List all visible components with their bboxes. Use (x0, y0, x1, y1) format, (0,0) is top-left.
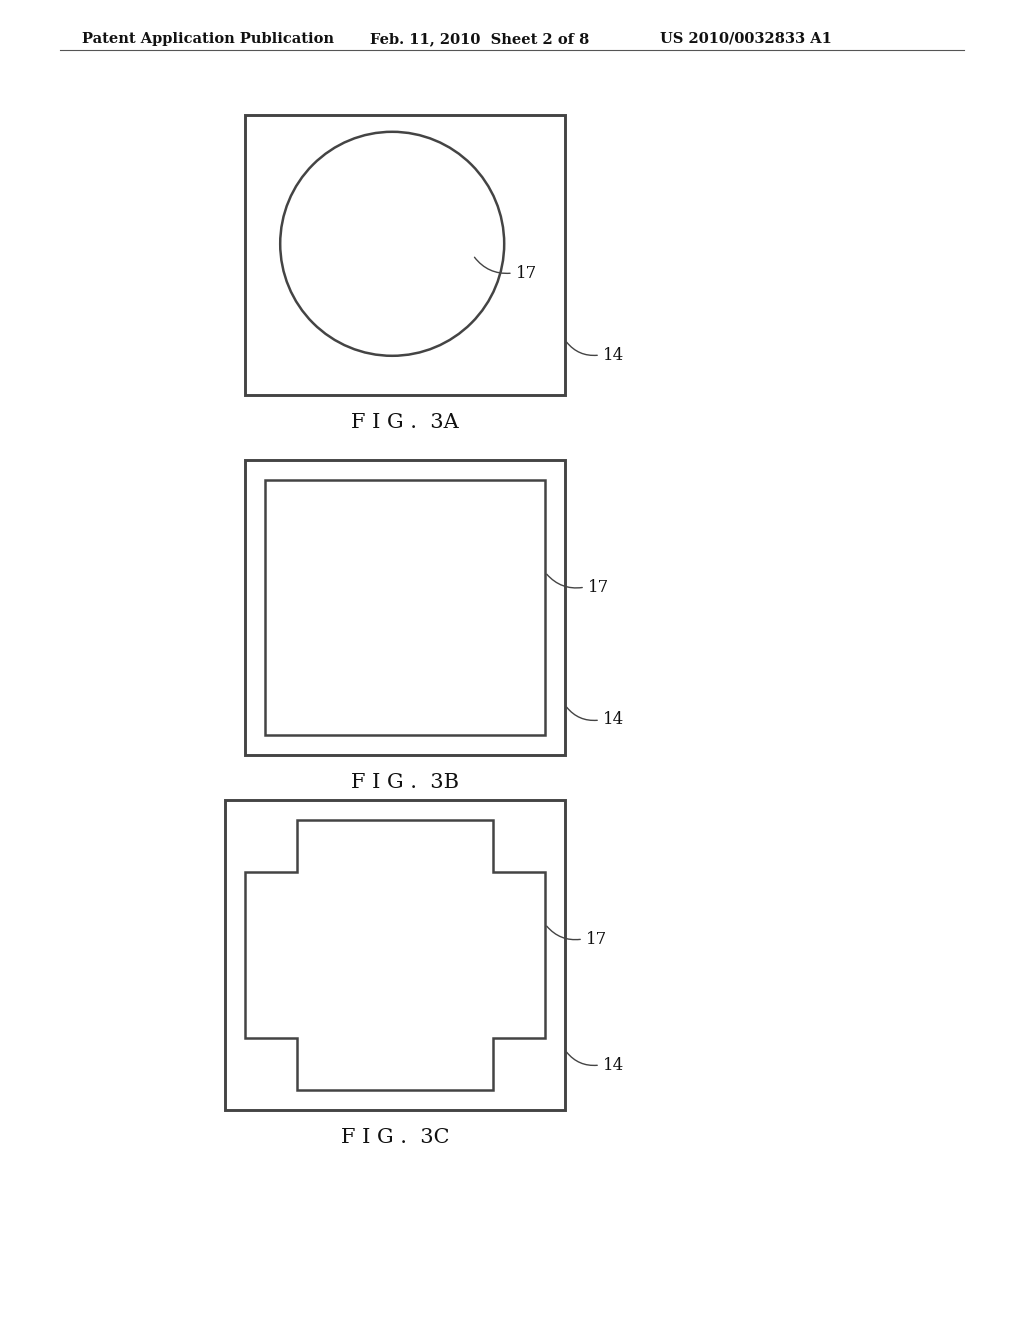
Text: F I G .  3A: F I G . 3A (351, 413, 459, 432)
Text: 17: 17 (516, 264, 538, 281)
Text: 14: 14 (603, 346, 625, 363)
Text: US 2010/0032833 A1: US 2010/0032833 A1 (660, 32, 831, 46)
Text: 14: 14 (603, 711, 625, 729)
Circle shape (281, 132, 504, 356)
Bar (225, 800, 565, 1110)
Text: F I G .  3B: F I G . 3B (351, 774, 459, 792)
Bar (245, 459, 565, 755)
Bar (265, 480, 545, 735)
Text: F I G .  3C: F I G . 3C (341, 1129, 450, 1147)
Text: Patent Application Publication: Patent Application Publication (82, 32, 334, 46)
Text: 17: 17 (588, 578, 609, 595)
Text: 14: 14 (603, 1056, 625, 1073)
Bar (245, 115, 565, 395)
Polygon shape (245, 820, 545, 1090)
Text: Feb. 11, 2010  Sheet 2 of 8: Feb. 11, 2010 Sheet 2 of 8 (370, 32, 589, 46)
Text: 17: 17 (586, 931, 607, 948)
